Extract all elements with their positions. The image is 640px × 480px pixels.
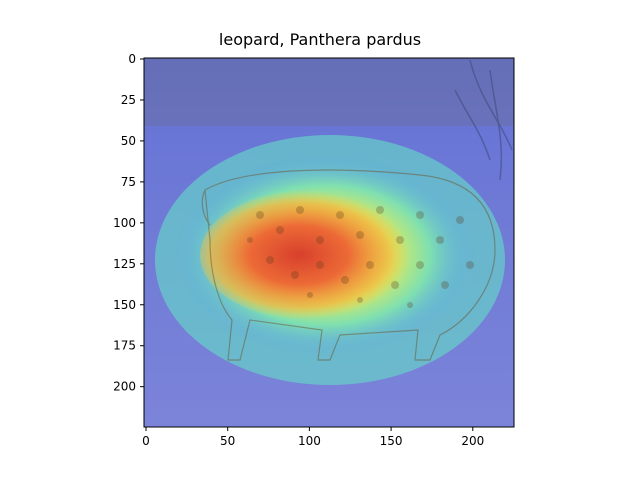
y-tick-label: 125 (113, 257, 136, 271)
x-tick-label: 50 (220, 434, 235, 448)
leopard-silhouette (201, 169, 496, 361)
x-axis: 0 50 100 150 200 (142, 427, 484, 448)
heatmap-image (144, 58, 514, 427)
y-tick-label: 100 (113, 216, 136, 230)
x-tick-label: 200 (461, 434, 484, 448)
axes-frame (143, 57, 515, 428)
y-tick-label: 150 (113, 298, 136, 312)
x-tick-label: 100 (298, 434, 321, 448)
figure-title: leopard, Panthera pardus (218, 30, 422, 49)
y-tick-label: 200 (113, 380, 136, 394)
y-tick-label: 75 (121, 175, 136, 189)
y-tick-label: 0 (128, 52, 136, 66)
x-tick-label: 0 (142, 434, 150, 448)
leopard-spots (247, 206, 474, 308)
background-branches (454, 59, 513, 181)
y-tick-label: 175 (113, 339, 136, 353)
y-tick-label: 25 (121, 93, 136, 107)
x-tick-label: 150 (380, 434, 403, 448)
y-axis: 0 25 50 75 100 125 150 175 200 (113, 52, 144, 394)
y-tick-label: 50 (121, 134, 136, 148)
